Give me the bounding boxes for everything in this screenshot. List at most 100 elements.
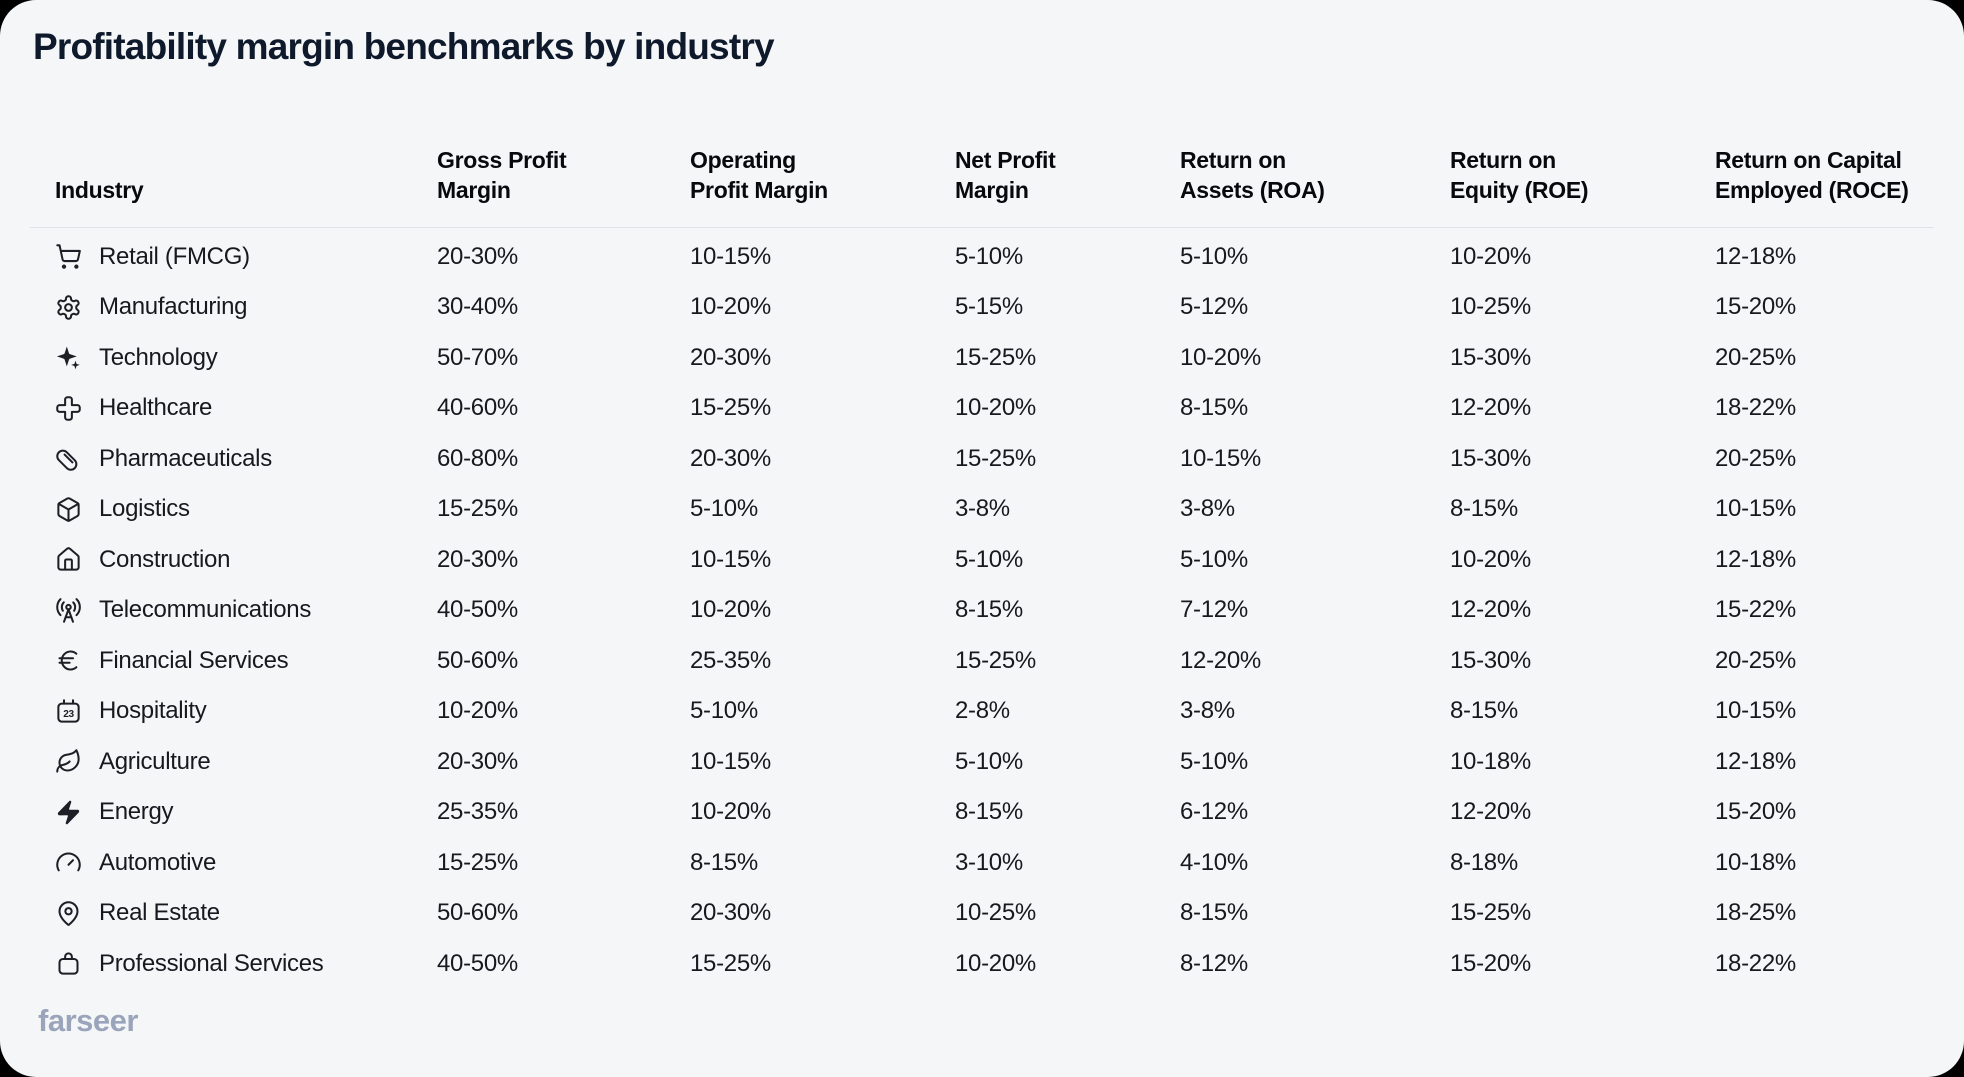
gauge-icon — [55, 849, 82, 876]
cell-operating: 10-15% — [690, 242, 771, 270]
cell-roe: 10-25% — [1450, 293, 1531, 321]
cell-roa: 5-10% — [1180, 747, 1248, 775]
cell-industry: Real Estate — [30, 899, 437, 927]
cell-net: 2-8% — [955, 697, 1010, 725]
table-header-row: Industry Gross Profit Margin Operating Pro… — [30, 145, 1934, 228]
cell-roa: 7-12% — [1180, 596, 1248, 624]
table-row: Financial Services 50-60% 25-35% 15-25% 12-2… — [30, 636, 1934, 687]
pill-icon — [55, 445, 82, 472]
cell-roa: 8-15% — [1180, 394, 1248, 422]
medical-cross-icon — [55, 395, 82, 422]
sparkles-icon — [55, 344, 82, 371]
cell-industry: Healthcare — [30, 394, 437, 422]
cell-gross: 25-35% — [437, 798, 518, 826]
cell-roa: 10-15% — [1180, 444, 1261, 472]
column-header-operating: Operating Profit Margin — [690, 146, 828, 204]
table-row: Telecommunications 40-50% 10-20% 8-15% 7-12%… — [30, 585, 1934, 636]
cell-roe: 8-15% — [1450, 697, 1518, 725]
column-header-roa: Return on Assets (ROA) — [1180, 146, 1325, 204]
table-row: Retail (FMCG) 20-30% 10-15% 5-10% 5-10% 10-20… — [30, 232, 1934, 283]
cell-roce: 15-20% — [1715, 798, 1796, 826]
table-row: Construction 20-30% 10-15% 5-10% 5-10% 10-20%… — [30, 535, 1934, 586]
industry-label: Hospitality — [99, 697, 207, 725]
cell-roe: 12-20% — [1450, 596, 1531, 624]
shopping-cart-icon — [55, 243, 82, 270]
table-row: Manufacturing 30-40% 10-20% 5-15% 5-12% 10-25… — [30, 282, 1934, 333]
cell-roe: 12-20% — [1450, 798, 1531, 826]
cell-roce: 18-22% — [1715, 949, 1796, 977]
cell-net: 3-10% — [955, 848, 1023, 876]
industry-label: Healthcare — [99, 394, 213, 422]
cell-operating: 5-10% — [690, 697, 758, 725]
cell-operating: 15-25% — [690, 949, 771, 977]
cell-industry: Construction — [30, 546, 437, 574]
cell-net: 8-15% — [955, 798, 1023, 826]
cell-industry: Telecommunications — [30, 596, 437, 624]
cell-gross: 50-70% — [437, 343, 518, 371]
cell-gross: 20-30% — [437, 545, 518, 573]
cell-roe: 10-20% — [1450, 242, 1531, 270]
cell-industry: Technology — [30, 344, 437, 372]
column-header-roce: Return on Capital Employed (ROCE) — [1715, 146, 1909, 204]
cell-roce: 20-25% — [1715, 444, 1796, 472]
table-row: Energy 25-35% 10-20% 8-15% 6-12% 12-20% 15-20% — [30, 787, 1934, 838]
map-pin-icon — [55, 900, 82, 927]
cell-roa: 4-10% — [1180, 848, 1248, 876]
table-row: 23 Hospitality 10-20% 5-10% 2-8% 3-8% 8-15% 10-… — [30, 686, 1934, 737]
cell-operating: 25-35% — [690, 646, 771, 674]
gear-icon — [55, 294, 82, 321]
cell-net: 10-20% — [955, 949, 1036, 977]
cell-gross: 20-30% — [437, 242, 518, 270]
cell-gross: 40-60% — [437, 394, 518, 422]
industry-label: Telecommunications — [99, 596, 312, 624]
cell-net: 5-10% — [955, 545, 1023, 573]
farseer-logo: farseer — [38, 1003, 138, 1039]
column-header-net: Net Profit Margin — [955, 146, 1056, 204]
cell-gross: 40-50% — [437, 596, 518, 624]
cell-net: 3-8% — [955, 495, 1010, 523]
table-row: Logistics 15-25% 5-10% 3-8% 3-8% 8-15% 10-15% — [30, 484, 1934, 535]
table-row: Healthcare 40-60% 15-25% 10-20% 8-15% 12-20% 1… — [30, 383, 1934, 434]
cell-industry: Manufacturing — [30, 293, 437, 321]
cell-industry: Energy — [30, 798, 437, 826]
cell-roce: 12-18% — [1715, 545, 1796, 573]
industry-label: Technology — [99, 343, 218, 371]
cell-roe: 8-18% — [1450, 848, 1518, 876]
svg-text:23: 23 — [63, 709, 74, 720]
cell-roa: 10-20% — [1180, 343, 1261, 371]
cell-roa: 5-10% — [1180, 545, 1248, 573]
cell-gross: 40-50% — [437, 949, 518, 977]
cell-roce: 12-18% — [1715, 242, 1796, 270]
cell-roa: 8-15% — [1180, 899, 1248, 927]
cell-net: 15-25% — [955, 444, 1036, 472]
cell-net: 10-25% — [955, 899, 1036, 927]
cell-roa: 8-12% — [1180, 949, 1248, 977]
cell-net: 15-25% — [955, 646, 1036, 674]
cell-roe: 15-20% — [1450, 949, 1531, 977]
industry-label: Automotive — [99, 848, 217, 876]
cell-gross: 60-80% — [437, 444, 518, 472]
industry-label: Construction — [99, 545, 231, 573]
industry-label: Real Estate — [99, 899, 220, 927]
cell-gross: 30-40% — [437, 293, 518, 321]
cell-roe: 15-30% — [1450, 646, 1531, 674]
cell-operating: 8-15% — [690, 848, 758, 876]
cell-net: 5-15% — [955, 293, 1023, 321]
cell-operating: 10-20% — [690, 798, 771, 826]
handbag-icon — [55, 950, 82, 977]
cell-industry: Retail (FMCG) — [30, 243, 437, 271]
cell-operating: 15-25% — [690, 394, 771, 422]
cell-roce: 20-25% — [1715, 343, 1796, 371]
cell-roa: 5-10% — [1180, 242, 1248, 270]
table-row: Pharmaceuticals 60-80% 20-30% 15-25% 10-15% 1… — [30, 434, 1934, 485]
cell-industry: 23 Hospitality — [30, 697, 437, 725]
cell-gross: 50-60% — [437, 899, 518, 927]
industry-label: Financial Services — [99, 646, 289, 674]
cell-operating: 20-30% — [690, 343, 771, 371]
leaf-icon — [55, 748, 82, 775]
cell-gross: 15-25% — [437, 848, 518, 876]
column-header-gross: Gross Profit Margin — [437, 146, 567, 204]
column-header-industry: Industry — [55, 177, 144, 204]
table-row: Technology 50-70% 20-30% 15-25% 10-20% 15-30%… — [30, 333, 1934, 384]
